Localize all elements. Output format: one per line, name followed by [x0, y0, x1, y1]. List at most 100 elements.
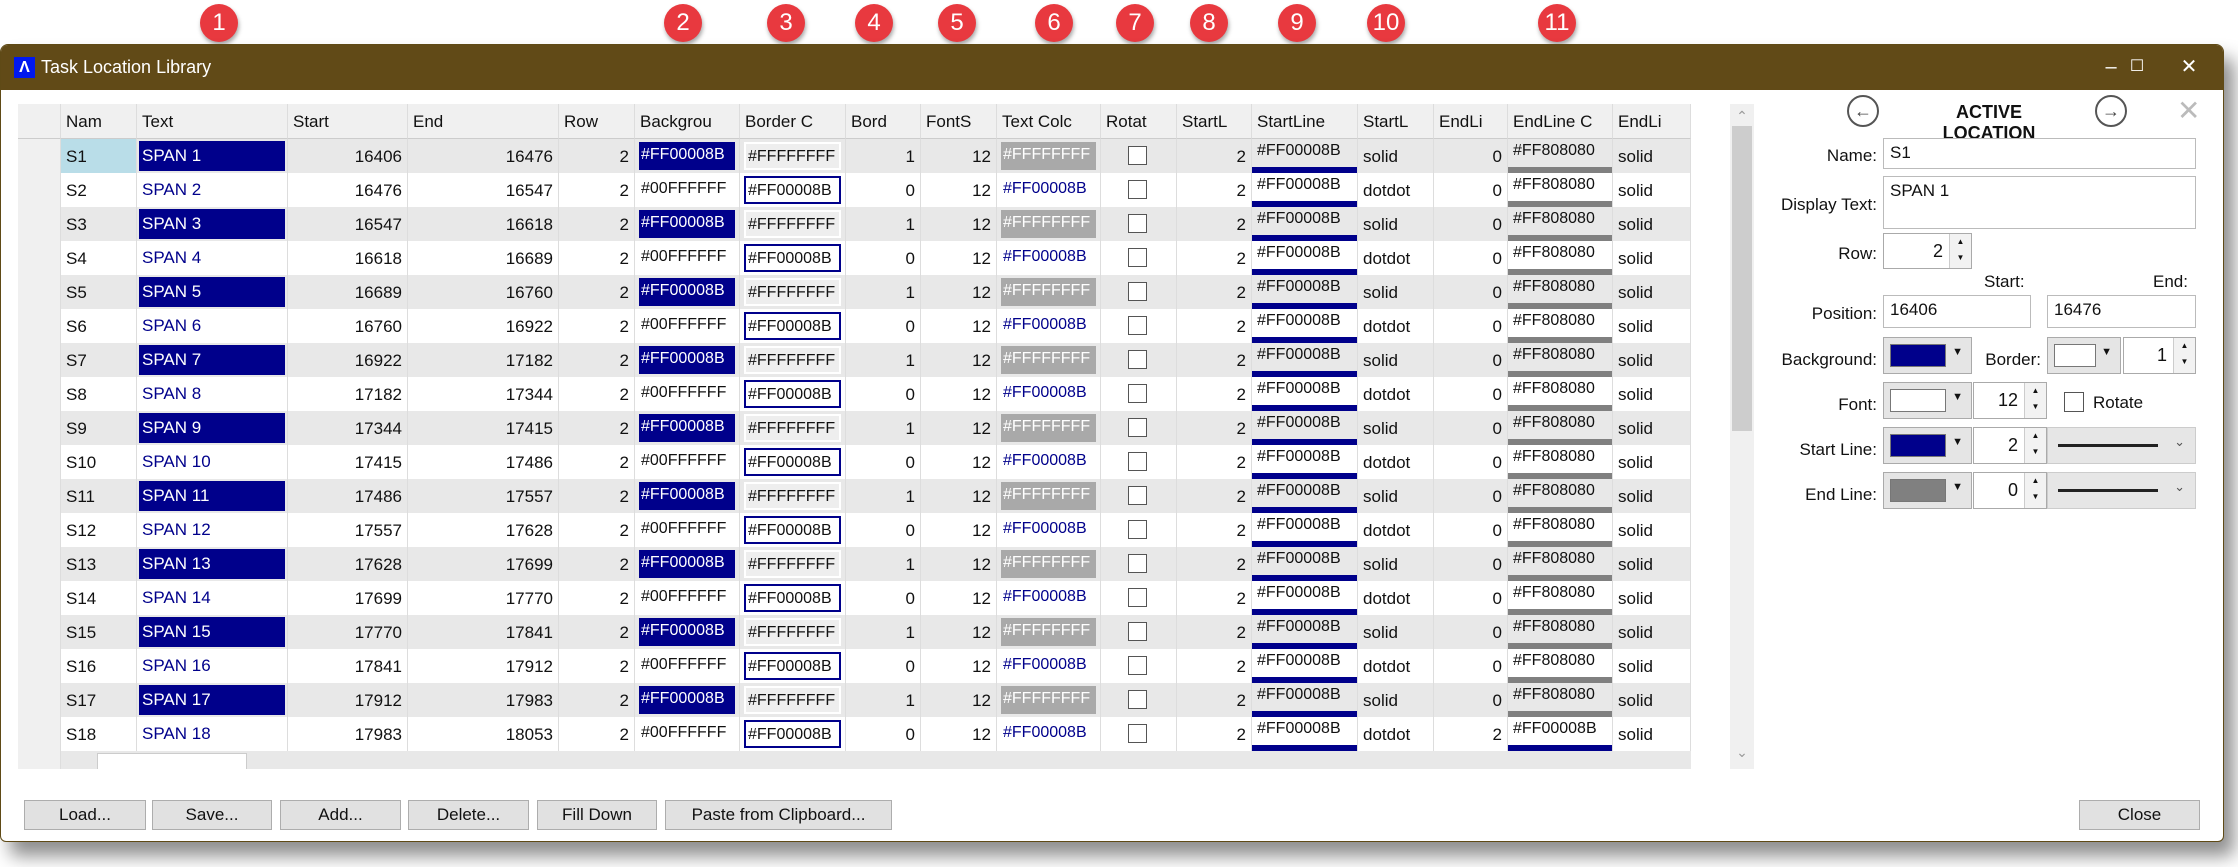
cell-start-line-width[interactable]: 2	[1177, 615, 1252, 649]
cell-border-color[interactable]: #FF00008B	[740, 581, 846, 615]
cell-end-line-color[interactable]: #FF808080	[1508, 411, 1613, 445]
cell-start[interactable]: 17486	[288, 479, 408, 513]
scroll-thumb[interactable]	[1732, 126, 1752, 431]
cell-end-line-width[interactable]: 0	[1434, 615, 1508, 649]
table-row[interactable]: S5 SPAN 5 16689 16760 2 #FF00008B #FFFFFFFF 1 12…	[18, 275, 1691, 309]
cell-font-size[interactable]: 12	[921, 207, 997, 241]
cell-name[interactable]: S1	[61, 139, 137, 173]
spin-arrows-icon[interactable]: ▲ ▼	[2024, 383, 2046, 418]
row-selector[interactable]	[18, 581, 61, 615]
rotate-checkbox[interactable]	[1128, 214, 1147, 233]
rotate-checkbox[interactable]	[1128, 724, 1147, 743]
cell-background[interactable]: #00FFFFFF	[635, 445, 740, 479]
cell-name[interactable]: S5	[61, 275, 137, 309]
start-position-input[interactable]: 16406	[1883, 295, 2031, 328]
cell-start-line-color[interactable]: #FF00008B	[1252, 207, 1358, 241]
maximize-button[interactable]: ☐	[2129, 58, 2145, 75]
cell-background[interactable]: #00FFFFFF	[635, 513, 740, 547]
cell-end-line-width[interactable]: 0	[1434, 207, 1508, 241]
cell-border-width[interactable]: 1	[846, 207, 921, 241]
cell-start-line-color[interactable]: #FF00008B	[1252, 615, 1358, 649]
cell-end[interactable]: 16760	[408, 275, 559, 309]
font-color-picker[interactable]: ▼	[1883, 382, 1972, 419]
cell-start-line-color[interactable]: #FF00008B	[1252, 445, 1358, 479]
cell-start-line-color[interactable]: #FF00008B	[1252, 717, 1358, 751]
rotate-checkbox[interactable]	[1128, 248, 1147, 267]
cell-start[interactable]: 17983	[288, 717, 408, 751]
cell-border-width[interactable]: 0	[846, 513, 921, 547]
column-header-border-color[interactable]: Border C	[740, 104, 846, 139]
start-line-width-stepper[interactable]: 2 ▲ ▼	[1973, 427, 2047, 464]
cell-start[interactable]: 17770	[288, 615, 408, 649]
cell-end-line-width[interactable]: 0	[1434, 479, 1508, 513]
cell-end-line-width[interactable]: 0	[1434, 377, 1508, 411]
cell-rotate[interactable]	[1101, 309, 1177, 343]
column-header-end-line-color[interactable]: EndLine C	[1508, 104, 1613, 139]
cell-border-width[interactable]: 0	[846, 173, 921, 207]
cell-rotate[interactable]	[1101, 343, 1177, 377]
cell-end-line-color[interactable]: #FF808080	[1508, 445, 1613, 479]
cell-name[interactable]: S17	[61, 683, 137, 717]
row-stepper[interactable]: 2 ▲ ▼	[1883, 233, 1972, 269]
cell-name[interactable]: S6	[61, 309, 137, 343]
cell-end-line-color[interactable]: #FF00008B	[1508, 717, 1613, 751]
cell-border-color[interactable]: #FFFFFFFF	[740, 275, 846, 309]
cell-start-line-style[interactable]: solid	[1358, 547, 1434, 581]
cell-font-size[interactable]: 12	[921, 309, 997, 343]
cell-border-color[interactable]: #FF00008B	[740, 377, 846, 411]
cell-border-width[interactable]: 0	[846, 445, 921, 479]
cell-border-width[interactable]: 0	[846, 717, 921, 751]
cell-font-size[interactable]: 12	[921, 411, 997, 445]
cell-row[interactable]: 2	[559, 241, 635, 275]
cell-start-line-style[interactable]: solid	[1358, 479, 1434, 513]
rotate-checkbox[interactable]	[1128, 622, 1147, 641]
cell-end-line-color[interactable]: #FF808080	[1508, 275, 1613, 309]
cell-font-size[interactable]: 12	[921, 479, 997, 513]
cell-start-line-style[interactable]: dotdot	[1358, 377, 1434, 411]
row-selector[interactable]	[18, 547, 61, 581]
rotate-checkbox[interactable]	[1128, 690, 1147, 709]
table-row[interactable]: S9 SPAN 9 17344 17415 2 #FF00008B #FFFFFFFF 1 12…	[18, 411, 1691, 445]
cell-end-line-style[interactable]: solid	[1613, 581, 1691, 615]
rotate-checkbox[interactable]	[1128, 656, 1147, 675]
border-width-stepper[interactable]: 1 ▲ ▼	[2123, 337, 2196, 374]
cell-end-line-width[interactable]: 0	[1434, 547, 1508, 581]
row-selector[interactable]	[18, 241, 61, 275]
table-row[interactable]: S7 SPAN 7 16922 17182 2 #FF00008B #FFFFFFFF 1 12…	[18, 343, 1691, 377]
cell-row[interactable]: 2	[559, 581, 635, 615]
table-row[interactable]: S14 SPAN 14 17699 17770 2 #00FFFFFF #FF00008B 0…	[18, 581, 1691, 615]
cell-name[interactable]: S12	[61, 513, 137, 547]
row-selector[interactable]	[18, 445, 61, 479]
cell-start-line-width[interactable]: 2	[1177, 479, 1252, 513]
table-row[interactable]: S18 SPAN 18 17983 18053 2 #00FFFFFF #FF00008B 0…	[18, 717, 1691, 751]
cell-end[interactable]: 16547	[408, 173, 559, 207]
add-button[interactable]: Add...	[280, 800, 401, 830]
table-row[interactable]: S15 SPAN 15 17770 17841 2 #FF00008B #FFFFFFFF 1…	[18, 615, 1691, 649]
column-header-border-width[interactable]: Bord	[846, 104, 921, 139]
rotate-checkbox[interactable]	[1128, 282, 1147, 301]
cell-border-width[interactable]: 1	[846, 411, 921, 445]
table-row[interactable]	[18, 751, 1691, 769]
cell-start-line-width[interactable]: 2	[1177, 207, 1252, 241]
cell-border-color[interactable]: #FF00008B	[740, 445, 846, 479]
cell-row[interactable]: 2	[559, 683, 635, 717]
cell-start[interactable]: 17699	[288, 581, 408, 615]
cell-text[interactable]: SPAN 6	[137, 309, 288, 343]
row-selector[interactable]	[18, 343, 61, 377]
cell-background[interactable]: #FF00008B	[635, 275, 740, 309]
cell-end-line-color[interactable]: #FF808080	[1508, 479, 1613, 513]
cell-end[interactable]: 17841	[408, 615, 559, 649]
cell-border-color[interactable]: #FFFFFFFF	[740, 411, 846, 445]
cell-border-width[interactable]: 1	[846, 547, 921, 581]
cell-row[interactable]: 2	[559, 377, 635, 411]
cell-end[interactable]: 17699	[408, 547, 559, 581]
cell-end-line-style[interactable]: solid	[1613, 377, 1691, 411]
column-header-end[interactable]: End	[408, 104, 559, 139]
cell-end-line-width[interactable]: 0	[1434, 275, 1508, 309]
cell-font-size[interactable]: 12	[921, 343, 997, 377]
cell-end[interactable]: 17628	[408, 513, 559, 547]
title-bar[interactable]: Λ Task Location Library – ☐ ✕	[1, 45, 2223, 90]
cell-text[interactable]: SPAN 5	[137, 275, 288, 309]
cell-border-color[interactable]: #FF00008B	[740, 309, 846, 343]
rotate-checkbox[interactable]	[1128, 384, 1147, 403]
